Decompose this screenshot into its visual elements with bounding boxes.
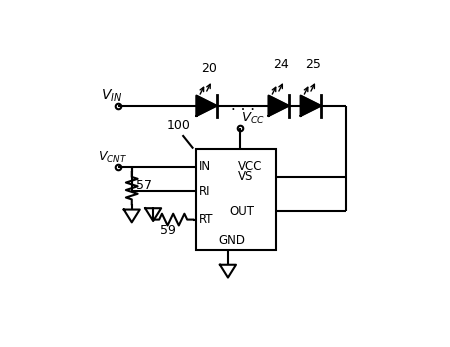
Bar (196, 149, 276, 250)
Text: VCC: VCC (238, 160, 262, 173)
Text: 24: 24 (274, 58, 289, 70)
Polygon shape (269, 96, 289, 116)
Text: $V_{IN}$: $V_{IN}$ (101, 88, 122, 104)
Text: $V_{CNT}$: $V_{CNT}$ (98, 150, 127, 166)
Text: IN: IN (199, 160, 211, 173)
Polygon shape (301, 96, 321, 116)
Text: OUT: OUT (230, 205, 255, 218)
Text: $V_{CC}$: $V_{CC}$ (241, 111, 265, 126)
Text: RI: RI (199, 185, 211, 198)
Text: VS: VS (238, 170, 253, 184)
Text: . . .: . . . (231, 99, 255, 113)
Text: 100: 100 (166, 119, 190, 133)
Text: RT: RT (199, 213, 214, 226)
Text: 59: 59 (160, 224, 176, 237)
Text: 57: 57 (136, 179, 152, 192)
Polygon shape (196, 96, 217, 116)
Text: GND: GND (218, 235, 245, 247)
Text: 25: 25 (306, 58, 321, 70)
Text: 20: 20 (201, 62, 217, 75)
